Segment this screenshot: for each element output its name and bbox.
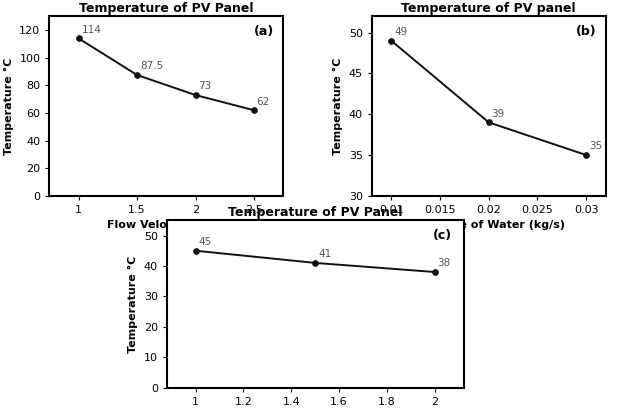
Title: Temperature of PV Panel: Temperature of PV Panel — [228, 206, 402, 219]
X-axis label: Flow Velocity (m/s): Flow Velocity (m/s) — [107, 220, 226, 231]
Text: (b): (b) — [576, 25, 596, 38]
Y-axis label: Temperature °C: Temperature °C — [333, 58, 343, 155]
Title: Temperature of PV panel: Temperature of PV panel — [402, 2, 576, 15]
Text: 41: 41 — [318, 249, 331, 259]
Title: Temperature of PV Panel: Temperature of PV Panel — [79, 2, 253, 15]
Text: 62: 62 — [256, 97, 270, 106]
Text: (a): (a) — [253, 25, 274, 38]
Text: 87.5: 87.5 — [140, 62, 163, 71]
Text: 49: 49 — [394, 27, 407, 37]
Text: 38: 38 — [438, 259, 451, 268]
X-axis label: Flowrate of Water (kg/s): Flowrate of Water (kg/s) — [412, 220, 565, 231]
Text: 45: 45 — [198, 237, 211, 247]
Y-axis label: Temperature °C: Temperature °C — [4, 58, 14, 155]
Text: (c): (c) — [433, 228, 452, 242]
Text: 39: 39 — [491, 109, 505, 119]
Y-axis label: Temperature °C: Temperature °C — [128, 255, 138, 353]
Text: 114: 114 — [82, 25, 101, 35]
Text: 35: 35 — [589, 142, 602, 151]
Text: 73: 73 — [198, 82, 211, 91]
